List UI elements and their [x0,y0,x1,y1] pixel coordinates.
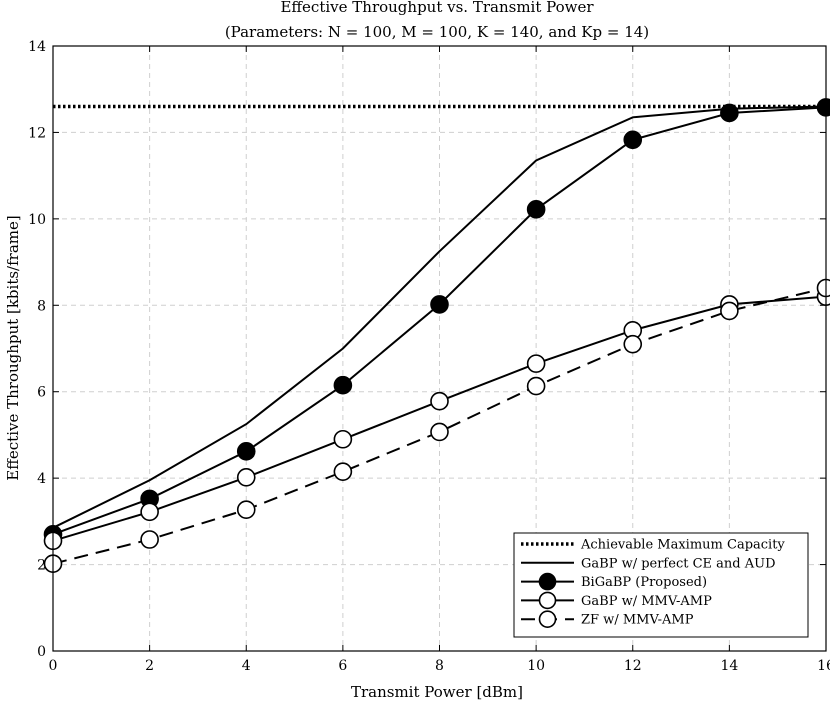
chart-subtitle: (Parameters: N = 100, M = 100, K = 140, … [225,23,649,41]
data-point-4 [140,530,159,549]
y-tick-label: 12 [28,125,46,141]
data-point-4 [333,462,353,481]
legend-label-0: Achievable Maximum Capacity [580,538,785,553]
x-tick-label: 0 [49,658,58,674]
y-tick-label: 8 [37,298,46,314]
x-tick-label: 8 [435,658,444,674]
data-point-2 [720,103,739,123]
axis-ticks: 0 2 4 6 8 10 12 14 16 0 2 4 6 8 10 12 14 [28,39,830,674]
data-point-4 [430,422,449,442]
data-point-4 [816,278,830,298]
series-line-1 [52,105,827,529]
legend-marker-3 [538,591,557,610]
y-tick-label: 0 [37,644,46,660]
data-point-3 [333,429,353,449]
x-axis-label: Transmit Power [dBm] [351,683,523,701]
data-point-3 [526,354,546,373]
y-tick-label: 4 [37,471,46,487]
y-tick-label: 2 [37,558,46,574]
plot-frame [52,45,827,652]
x-tick-label: 14 [720,658,738,674]
y-tick-label: 10 [28,212,46,228]
y-axis-label: Effective Throughput [kbits/frame] [4,215,22,480]
legend-box [513,532,809,638]
legend-label-2: BiGaBP (Proposed) [581,575,707,590]
data-point-2 [526,200,546,219]
y-tick-label: 14 [28,39,46,55]
x-tick-label: 4 [242,658,251,674]
data-point-4 [526,376,546,396]
legend-marker-2 [538,572,557,591]
chart-title: Effective Throughput vs. Transmit Power [280,0,594,16]
data-point-2 [333,375,353,395]
y-tick-label: 6 [37,385,46,401]
data-point-3 [140,502,159,522]
data-point-4 [720,301,739,321]
data-point-4 [623,334,643,354]
data-point-3 [236,467,256,487]
legend: Achievable Maximum Capacity GaBP w/ perfe… [513,532,809,638]
legend-marker-4 [538,610,557,629]
data-point-2 [623,130,643,150]
x-tick-label: 16 [817,658,830,674]
legend-label-3: GaBP w/ MMV-AMP [581,594,712,609]
x-tick-label: 12 [624,658,642,674]
legend-label-1: GaBP w/ perfect CE and AUD [581,556,776,571]
data-point-3 [430,391,449,411]
x-tick-label: 6 [338,658,347,674]
data-point-2 [430,295,449,314]
data-point-2 [816,98,830,117]
data-point-4 [236,500,256,519]
data-point-2 [236,442,256,461]
x-tick-label: 10 [527,658,545,674]
x-tick-label: 2 [145,658,154,674]
legend-label-4: ZF w/ MMV-AMP [581,613,694,628]
